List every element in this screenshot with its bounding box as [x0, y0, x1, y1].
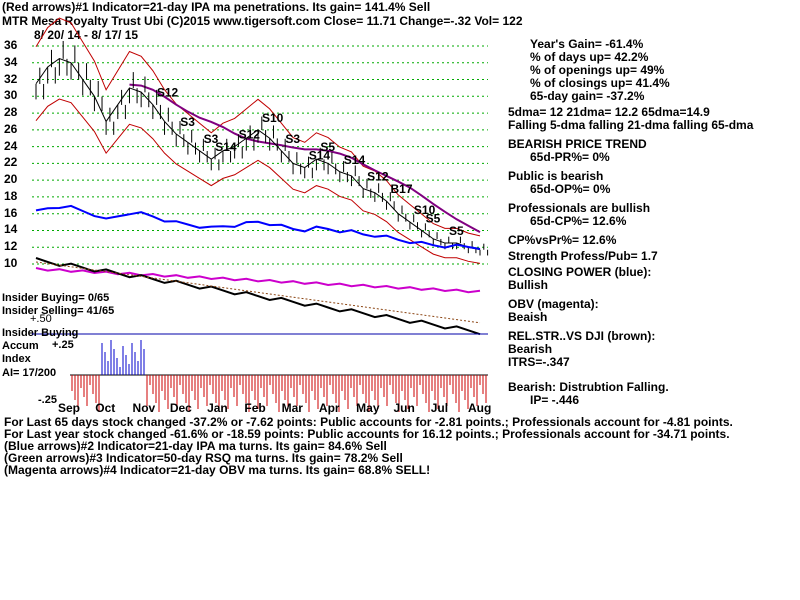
bearish-dist: Bearish: Distrubtion Falling.: [508, 380, 669, 394]
x-tick-label: Nov: [132, 401, 156, 415]
ip-value: IP= -.446: [530, 393, 580, 407]
x-tick-label: Dec: [169, 401, 192, 415]
signal-annotation: S14: [344, 153, 366, 167]
signal-annotation: S3: [285, 132, 300, 146]
stats-panel: Year's Gain= -61.4% % of days up= 42.2% …: [508, 38, 798, 407]
accum-upper-tick: +.25: [52, 339, 74, 351]
y-tick-label: 18: [4, 188, 18, 203]
x-tick-label: Jan: [207, 401, 228, 415]
obv-head: OBV (magenta):: [508, 297, 599, 311]
footer-line-5: (Magenta arrows)#4 Indicator=21-day OBV …: [4, 463, 431, 477]
cpvspr: CP%vsPr%= 12.6%: [508, 233, 617, 247]
accum-label: Accum: [2, 340, 39, 352]
date-range: 8/ 20/ 14 - 8/ 17/ 15: [34, 28, 139, 42]
x-tick-label: May: [356, 401, 380, 415]
y-tick-label: 20: [4, 172, 18, 187]
signal-annotation: B17: [391, 182, 413, 196]
accum-lower-tick: -.25: [38, 394, 57, 406]
signal-annotation: S14: [215, 140, 237, 154]
pr-value: 65d-PR%= 0%: [530, 150, 610, 164]
y-tick-label: 22: [4, 155, 18, 170]
insider-selling-text: Insider Selling= 41/65: [2, 305, 115, 317]
upper-band: [35, 17, 481, 237]
footer: For Last 65 days stock changed -37.2% or…: [4, 416, 733, 476]
op-value: 65d-OP%= 0%: [530, 182, 611, 196]
insider-buying-label: Insider Buying: [2, 327, 79, 339]
y-tick-label: 10: [4, 256, 18, 270]
footer-line-2: For Last year stock changed -61.6% or -1…: [4, 427, 730, 441]
relstr-val: Bearish: [508, 342, 553, 356]
years-gain: Year's Gain= -61.4%: [530, 37, 644, 51]
close-line: [35, 58, 481, 251]
insider-buying-text: Insider Buying= 0/65: [2, 292, 110, 304]
ai-label: AI= 17/200: [2, 367, 57, 379]
y-tick-label: 32: [4, 71, 18, 86]
insider-mark: +.50: [30, 313, 52, 325]
x-tick-label: Aug: [468, 401, 492, 415]
y-tick-label: 24: [4, 138, 18, 153]
signal-annotation: S5: [320, 140, 335, 154]
y-tick-label: 30: [4, 88, 18, 103]
x-tick-label: Sep: [58, 401, 81, 415]
ma65-line: [129, 83, 481, 234]
signal-annotation: S10: [414, 203, 436, 217]
openings-up: % of openings up= 49%: [530, 63, 665, 77]
relstr-ma-line: [35, 261, 481, 324]
x-tick-label: Feb: [244, 401, 266, 415]
day65-gain: 65-day gain= -37.2%: [530, 89, 645, 103]
days-up: % of days up= 42.2%: [530, 50, 649, 64]
dma-line: 5dma= 12 21dma= 12.2 65dma=14.9: [508, 105, 710, 119]
header-line-1: (Red arrows)#1 Indicator=21-day IPA ma p…: [2, 0, 431, 14]
signal-annotation: S3: [204, 132, 219, 146]
falling-line: Falling 5-dma falling 21-dma falling 65-…: [508, 118, 754, 132]
relstr-line: [35, 257, 481, 336]
x-tick-label: Mar: [281, 401, 303, 415]
lower-band: [35, 98, 481, 264]
cp-value: 65d-CP%= 12.6%: [530, 214, 627, 228]
y-tick-label: 36: [4, 38, 18, 52]
closing-power-head: CLOSING POWER (blue):: [508, 265, 652, 279]
signal-annotation: S5: [426, 211, 441, 225]
y-tick-label: 26: [4, 121, 18, 136]
header-line-2: MTR Mesa Royalty Trust Ubi (C)2015 www.t…: [2, 14, 523, 28]
signal-annotation: S10: [262, 111, 284, 125]
y-tick-label: 28: [4, 105, 18, 120]
x-tick-label: Oct: [95, 401, 116, 415]
closing-power-val: Bullish: [508, 278, 549, 292]
pros-head: Professionals are bullish: [508, 201, 651, 215]
relstr-head: REL.STR..VS DJI (brown):: [508, 329, 656, 343]
signal-annotation: S12: [367, 170, 389, 184]
footer-line-4: (Green arrows)#3 Indicator=50-day RSQ ma…: [4, 451, 403, 465]
x-tick-label: Apr: [318, 401, 340, 415]
itrs: ITRS=-.347: [508, 355, 570, 369]
signal-annotation: S5: [449, 224, 464, 238]
signal-annotation: S3: [180, 115, 195, 129]
footer-line-1: For Last 65 days stock changed -37.2% or…: [4, 415, 733, 429]
y-tick-label: 16: [4, 205, 18, 220]
footer-line-3: (Blue arrows)#2 Indicator=21-day IPA ma …: [4, 439, 387, 453]
signal-annotation: S14: [309, 149, 331, 163]
y-tick-label: 12: [4, 239, 18, 254]
x-tick-label: Jul: [430, 401, 449, 415]
public-head: Public is bearish: [508, 169, 604, 183]
closing-power-line: [35, 204, 481, 251]
y-tick-label: 34: [4, 54, 18, 69]
obv-line: [35, 267, 481, 294]
closings-up: % of closings up= 41.4%: [530, 76, 670, 90]
trend-head: BEARISH PRICE TREND: [508, 137, 647, 151]
strength: Strength Profess/Pub= 1.7: [508, 249, 658, 263]
y-tick-label: 14: [4, 222, 18, 237]
signal-annotation: S12: [239, 128, 261, 142]
x-tick-label: Jun: [393, 401, 415, 415]
index-label: Index: [2, 353, 31, 365]
signal-annotation: S12: [157, 86, 179, 100]
obv-val: Beaish: [508, 310, 548, 324]
